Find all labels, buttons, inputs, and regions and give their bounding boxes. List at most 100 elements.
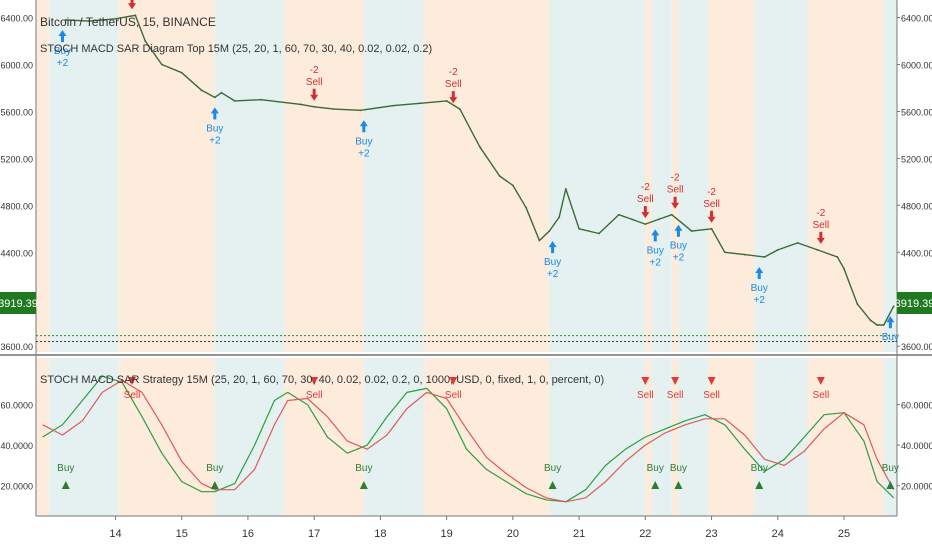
band-orange <box>671 0 679 352</box>
osc-y-tick-left: 40.0000 <box>0 441 33 451</box>
band-green <box>678 358 709 516</box>
x-tick-label: 21 <box>573 528 585 540</box>
band-green <box>754 0 808 352</box>
band-orange <box>284 358 364 516</box>
buy-arrow-icon <box>674 224 683 237</box>
osc-y-tick-right: 20.0000 <box>901 482 932 492</box>
price-point <box>657 218 660 221</box>
osc-sell-triangle-icon <box>641 377 650 385</box>
sell-label: Sell <box>812 220 829 231</box>
price-y-tick-right: 3600.00 <box>901 342 932 352</box>
osc-buy-label: Buy <box>751 463 768 474</box>
price-y-tick-right: 5600.00 <box>901 107 932 117</box>
buy-arrow-icon <box>58 29 67 42</box>
price-y-tick-left: 6000.00 <box>0 61 33 71</box>
band-orange <box>807 358 884 516</box>
sell-arrow-icon <box>449 91 458 104</box>
top-pane-background-bands <box>36 0 897 352</box>
price-point <box>644 223 647 226</box>
price-badge-left: 3919.39 <box>0 298 38 310</box>
buy-qty: +2 <box>754 295 766 306</box>
osc-buy-triangle-icon <box>359 481 368 489</box>
price-point <box>690 230 693 233</box>
price-point <box>64 19 67 21</box>
price-point <box>796 241 799 244</box>
sell-arrow-icon <box>310 88 319 101</box>
osc-buy-triangle-icon <box>674 481 683 489</box>
sell-qty: -2 <box>449 67 458 78</box>
osc-buy-label: Buy <box>647 463 664 474</box>
osc-buy-label: Buy <box>206 463 223 474</box>
price-point <box>114 17 117 20</box>
band-orange <box>807 0 884 352</box>
osc-sell-triangle-icon <box>449 377 458 385</box>
price-point <box>478 145 481 148</box>
buy-arrow-icon <box>210 107 219 120</box>
price-y-tick-right: 4400.00 <box>901 248 932 258</box>
buy-qty: +2 <box>547 269 559 280</box>
sell-label: Sell <box>667 185 684 196</box>
band-orange <box>423 358 550 516</box>
sell-arrow-icon <box>671 196 680 209</box>
sell-qty: -2 <box>707 187 716 198</box>
band-orange <box>645 0 652 352</box>
price-series <box>64 14 895 326</box>
band-green <box>651 0 672 352</box>
osc-sell-label: Sell <box>124 390 141 401</box>
top-indicator-title: STOCH MACD SAR Diagram Top 15M (25, 20, … <box>40 43 432 55</box>
price-point <box>548 230 551 233</box>
osc-sell-label: Sell <box>445 390 462 401</box>
buy-label: Buy <box>670 241 687 252</box>
x-tick-label: 22 <box>639 528 651 540</box>
price-y-tick-right: 5200.00 <box>901 154 932 164</box>
sell-arrow-icon <box>707 210 716 223</box>
osc-y-tick-left: 60.0000 <box>0 401 33 411</box>
band-orange <box>36 0 50 352</box>
buy-arrow-icon <box>359 120 368 133</box>
price-point <box>144 40 147 42</box>
band-green <box>883 358 897 516</box>
price-point <box>617 213 620 216</box>
price-point <box>160 63 163 66</box>
price-point <box>333 108 335 111</box>
price-point <box>843 267 845 270</box>
band-orange <box>118 0 215 352</box>
grid-lines <box>0 0 932 517</box>
sell-qty: -2 <box>671 173 680 184</box>
osc-buy-triangle-icon <box>651 481 660 489</box>
band-green <box>883 0 897 352</box>
x-tick-label: 14 <box>109 528 121 540</box>
band-green <box>754 358 808 516</box>
osc-sell-triangle-icon <box>816 377 825 385</box>
price-point <box>776 249 779 251</box>
osc-buy-triangle-icon <box>886 481 895 489</box>
price-point <box>260 98 263 101</box>
price-point <box>763 256 766 258</box>
price-point <box>892 305 895 308</box>
band-green <box>49 358 119 516</box>
band-orange <box>645 358 652 516</box>
price-point <box>511 184 514 187</box>
x-tick-label: 17 <box>308 528 320 540</box>
price-point <box>538 239 541 242</box>
osc-y-tick-right: 60.0000 <box>901 401 932 411</box>
sell-arrow-icon <box>816 231 825 244</box>
oscillator-series <box>42 375 895 503</box>
sell-label: Sell <box>703 199 720 210</box>
band-orange <box>708 0 755 352</box>
buy-label: Buy <box>206 123 223 134</box>
price-badge-left-bg <box>0 292 36 314</box>
buy-qty: +2 <box>673 253 685 264</box>
price-point <box>816 249 819 251</box>
osc-buy-label: Buy <box>544 463 561 474</box>
price-badge-right-bg <box>897 292 932 314</box>
sell-qty: -2 <box>310 65 319 76</box>
band-green <box>678 0 709 352</box>
osc-sell-label: Sell <box>306 390 323 401</box>
price-point <box>313 105 316 108</box>
price-y-tick-left: 5200.00 <box>0 154 33 164</box>
price-point <box>631 218 633 221</box>
price-point <box>392 104 395 107</box>
buy-arrow-icon <box>755 266 764 279</box>
